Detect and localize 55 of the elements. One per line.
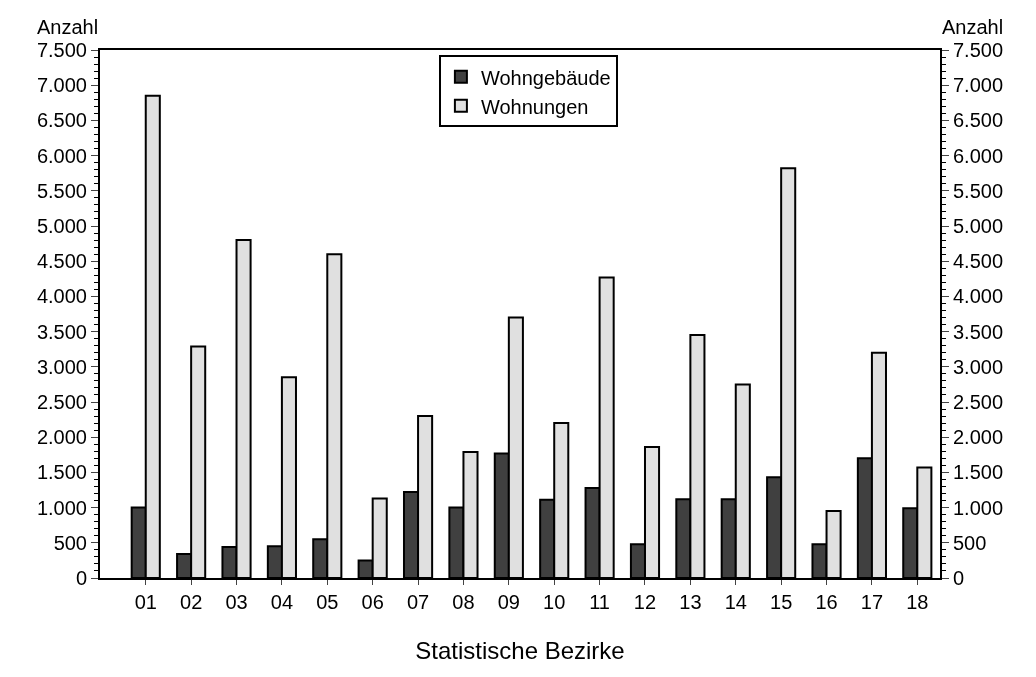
x-tick-label: 03 [225, 591, 248, 613]
x-tick-label: 18 [906, 591, 929, 613]
x-axis-title: Statistische Bezirke [415, 636, 625, 664]
y2-axis-title: Anzahl [942, 16, 1004, 38]
x-tick-label: 01 [134, 591, 157, 613]
y-tick-label: 5.500 [36, 179, 87, 202]
y-tick-label: 7.500 [36, 39, 87, 61]
y-axis-title: Anzahl [37, 16, 99, 38]
y-tick-label: 2.000 [36, 426, 87, 449]
x-tick-label: 02 [180, 591, 203, 613]
x-tick-label: 15 [770, 591, 793, 613]
y-tick-label: 1.500 [36, 461, 87, 484]
x-tick-label: 05 [316, 591, 339, 613]
y-tick-label: 4.500 [36, 250, 87, 273]
y2-tick-label: 4.500 [953, 250, 1004, 273]
y2-tick-label: 6.000 [953, 144, 1004, 167]
y-tick-label: 6.500 [36, 109, 87, 132]
legend-label: Wohngebäude [480, 66, 611, 89]
legend-label: Wohnungen [480, 95, 589, 118]
y2-tick-label: 5.000 [953, 215, 1004, 237]
y-tick-label: 1.000 [36, 496, 87, 519]
y-tick-label: 0 [75, 567, 87, 589]
x-tick-label: 07 [406, 591, 430, 613]
y-tick-label: 500 [53, 531, 87, 554]
y2-tick-label: 1.500 [953, 461, 1004, 484]
y-tick-label: 7.000 [36, 74, 87, 97]
x-tick-label: 11 [589, 591, 610, 613]
y-tick-label: 3.000 [36, 355, 87, 378]
x-tick-label: 16 [815, 591, 838, 613]
y2-tick-label: 1.000 [953, 496, 1004, 519]
y-tick-label: 4.000 [36, 285, 87, 308]
y2-tick-label: 7.000 [953, 74, 1004, 97]
x-tick-label: 09 [497, 591, 520, 613]
y2-tick-label: 7.500 [953, 39, 1004, 61]
y-tick-label: 2.500 [36, 391, 87, 413]
x-tick-label: 14 [724, 591, 747, 613]
y2-tick-label: 0 [953, 567, 965, 589]
x-tick-label: 10 [543, 591, 566, 613]
y2-tick-label: 2.500 [953, 391, 1004, 413]
x-tick-label: 08 [452, 591, 475, 613]
x-tick-label: 17 [860, 591, 884, 613]
y2-tick-label: 3.000 [953, 355, 1004, 378]
y2-tick-label: 500 [953, 531, 987, 554]
y-tick-label: 3.500 [36, 320, 87, 343]
x-tick-label: 13 [679, 591, 702, 613]
y2-tick-label: 5.500 [953, 179, 1004, 202]
x-tick-label: 04 [270, 591, 294, 613]
x-tick-label: 06 [361, 591, 384, 613]
y-tick-label: 5.000 [36, 215, 87, 237]
y2-tick-label: 3.500 [953, 320, 1004, 343]
y-tick-label: 6.000 [36, 144, 87, 167]
y2-tick-label: 4.000 [953, 285, 1004, 308]
y2-tick-label: 2.000 [953, 426, 1004, 449]
x-tick-label: 12 [633, 591, 657, 613]
y2-tick-label: 6.500 [953, 109, 1004, 132]
